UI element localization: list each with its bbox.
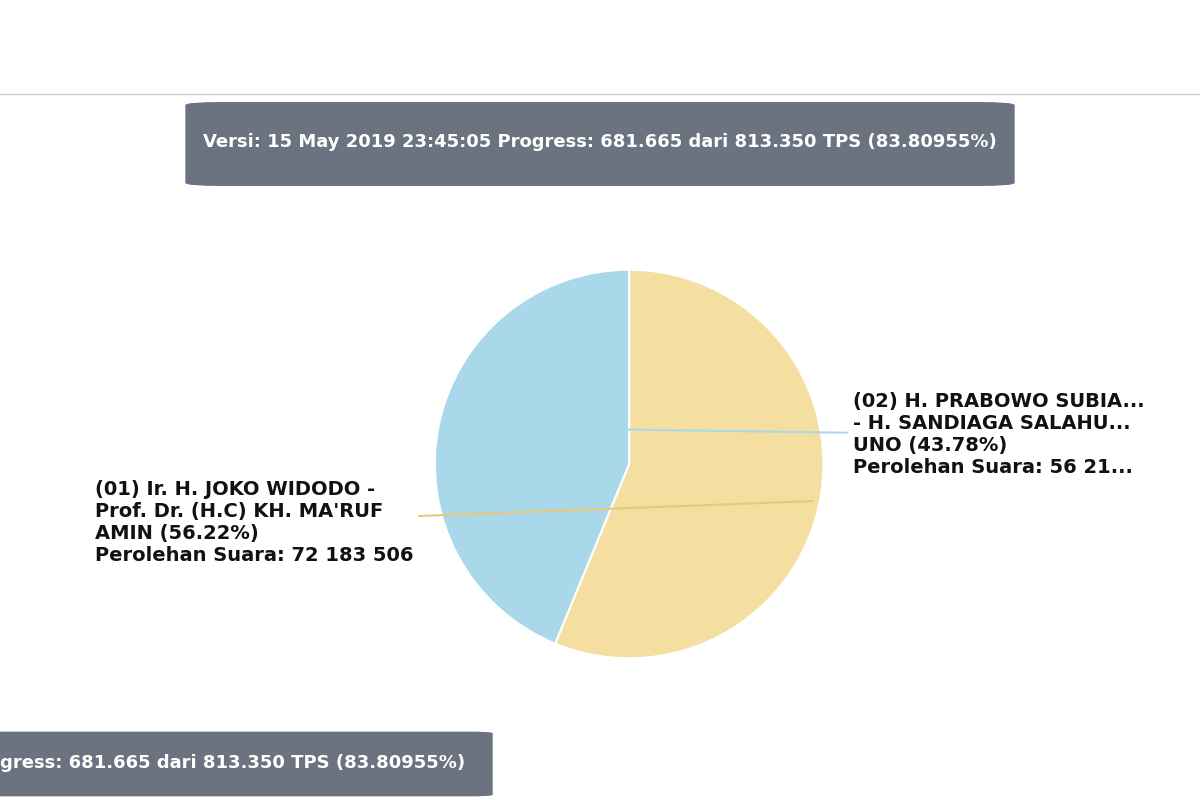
Text: Versi: 15 May 2019 23:45:05 Progress: 681.665 dari 813.350 TPS (83.80955%): Versi: 15 May 2019 23:45:05 Progress: 68…: [203, 133, 997, 151]
FancyBboxPatch shape: [0, 732, 492, 796]
Text: (02) H. PRABOWO SUBIA...
- H. SANDIAGA SALAHU...
UNO (43.78%)
Perolehan Suara: 5: (02) H. PRABOWO SUBIA... - H. SANDIAGA S…: [445, 392, 1144, 478]
Text: rogress: 681.665 dari 813.350 TPS (83.80955%): rogress: 681.665 dari 813.350 TPS (83.80…: [0, 754, 466, 771]
Wedge shape: [556, 270, 823, 658]
FancyBboxPatch shape: [186, 102, 1014, 186]
Text: (01) Ir. H. JOKO WIDODO -
Prof. Dr. (H.C) KH. MA'RUF
AMIN (56.22%)
Perolehan Sua: (01) Ir. H. JOKO WIDODO - Prof. Dr. (H.C…: [95, 480, 814, 565]
Wedge shape: [434, 270, 629, 644]
